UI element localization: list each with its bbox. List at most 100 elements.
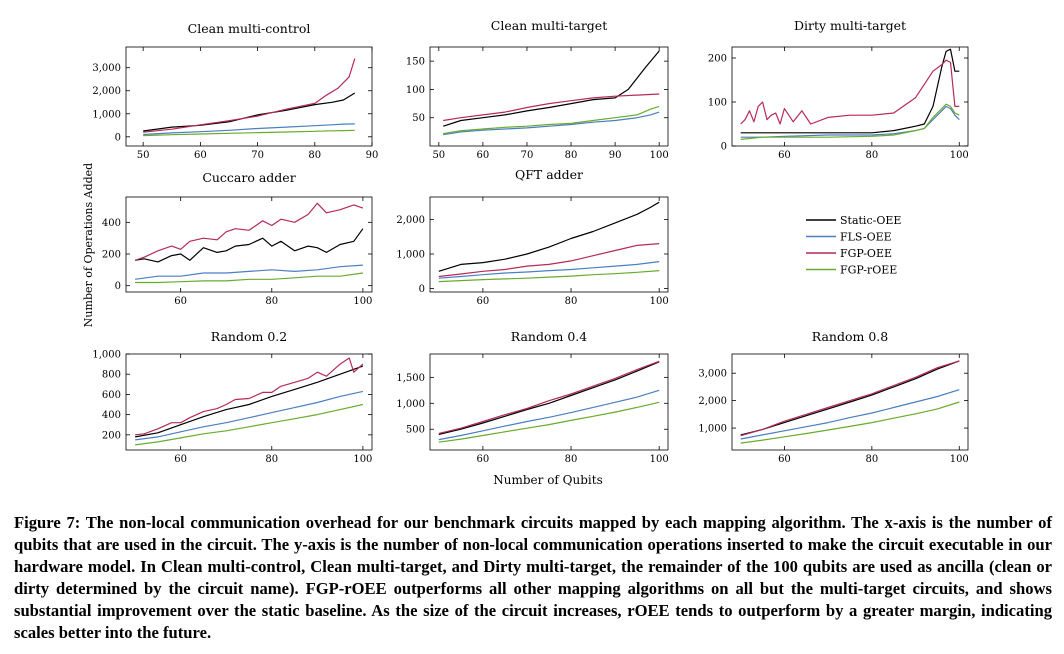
chart-clean-multi-target: Clean multi-target 50 60 70 80 90 100 50 100 150	[406, 18, 669, 161]
x-tick-label: 80	[565, 454, 578, 465]
x-tick-label: 80	[565, 150, 578, 161]
chart-dirty-multi-target: Dirty multi-target 60 80 100 0 100 200	[708, 18, 969, 161]
chart-clean-multi-control: Clean multi-control 50 60 70 80 90 0 1,000 2,000…	[92, 21, 378, 161]
x-axis-label: Number of Qubits	[493, 473, 603, 487]
y-tick-label: 2,000	[698, 396, 727, 407]
y-tick-label: 0	[115, 132, 121, 143]
plot-frame	[429, 196, 669, 293]
x-tick-label: 50	[432, 150, 445, 161]
x-tick-label: 100	[950, 150, 969, 161]
x-tick-label: 60	[778, 454, 791, 465]
series-line-fgp-oee	[443, 93, 660, 122]
x-tick-label: 80	[265, 454, 278, 465]
legend-label: FGP-OEE	[840, 247, 892, 260]
chart-panels: Clean multi-control 50 60 70 80 90 0 1,000 2,000…	[92, 18, 968, 465]
x-tick-label: 100	[650, 150, 669, 161]
plot-frame	[429, 353, 669, 451]
y-tick-label: 1,500	[396, 373, 425, 384]
x-tick-label: 70	[251, 150, 264, 161]
figure-caption: Figure 7: The non-local communication ov…	[14, 513, 1052, 642]
series-line-static-oee	[438, 201, 660, 272]
legend-item-fgp-oee: FGP-OEE	[806, 247, 892, 260]
x-tick-label: 60	[477, 296, 490, 307]
chart-random-0-2: Random 0.2 60 80 100 200 400 600 800 1,000	[92, 329, 372, 465]
plot-frame	[125, 196, 373, 293]
series-line-fls-oee	[443, 111, 660, 136]
y-tick-label: 0	[115, 281, 121, 292]
chart-cuccaro-adder: Cuccaro adder 60 80 100 0 200 400	[102, 170, 373, 307]
series-line-fgp-roee	[135, 272, 363, 284]
y-tick-label: 3,000	[92, 63, 121, 74]
series-line-fgp-oee	[438, 360, 660, 434]
series-line-static-oee	[134, 365, 364, 438]
x-tick-label: 80	[308, 150, 321, 161]
y-tick-label: 1,000	[698, 424, 727, 435]
series-line-fgp-oee	[740, 360, 960, 437]
chart-title: Clean multi-control	[188, 21, 311, 36]
y-tick-label: 2,000	[396, 215, 425, 226]
y-tick-label: 2,000	[92, 86, 121, 97]
x-tick-label: 60	[477, 150, 490, 161]
series-line-static-oee	[438, 361, 660, 435]
chart-title: Clean multi-target	[491, 18, 607, 33]
x-tick-label: 50	[137, 150, 150, 161]
series-line-fgp-oee	[438, 243, 660, 278]
x-tick-label: 100	[650, 296, 669, 307]
legend-label: FGP-rOEE	[840, 264, 897, 277]
y-tick-label: 150	[406, 57, 425, 68]
y-tick-label: 1,000	[396, 250, 425, 261]
legend-label: FLS-OEE	[840, 231, 892, 244]
y-tick-label: 1,000	[92, 109, 121, 120]
y-tick-label: 200	[102, 250, 121, 261]
chart-random-0-8: Random 0.8 60 80 100 1,000 2,000 3,000	[698, 329, 968, 465]
series-line-fgp-roee	[438, 270, 660, 283]
series-line-fls-oee	[438, 389, 660, 441]
y-tick-label: 200	[708, 54, 727, 65]
x-tick-label: 90	[609, 150, 622, 161]
x-tick-label: 90	[366, 150, 379, 161]
x-tick-label: 70	[521, 150, 534, 161]
x-tick-label: 80	[265, 296, 278, 307]
chart-title: Random 0.8	[812, 329, 888, 344]
series-line-fls-oee	[135, 390, 364, 441]
x-tick-label: 60	[174, 296, 187, 307]
figure-panel-grid: Number of Operations Added Number of Qub…	[82, 18, 969, 487]
x-tick-label: 100	[650, 454, 669, 465]
chart-title: Random 0.4	[511, 329, 587, 344]
plot-frame	[125, 353, 373, 451]
x-tick-label: 100	[353, 296, 372, 307]
series-line-fgp-roee	[143, 129, 355, 137]
series-line-fgp-oee	[143, 58, 356, 133]
y-tick-label: 400	[102, 410, 121, 421]
y-tick-label: 600	[102, 390, 121, 401]
legend: Static-OEE FLS-OEE FGP-OEE FGP-rOEE	[806, 214, 901, 277]
y-tick-label: 50	[412, 113, 425, 124]
series-line-static-oee	[740, 48, 960, 134]
x-tick-label: 80	[565, 296, 578, 307]
chart-title: QFT adder	[515, 167, 583, 182]
y-tick-label: 3,000	[698, 369, 727, 380]
legend-label: Static-OEE	[840, 214, 901, 227]
series-line-fgp-oee	[134, 202, 364, 261]
series-line-fgp-oee	[135, 357, 364, 436]
series-line-fgp-roee	[740, 103, 960, 140]
series-line-fls-oee	[135, 264, 363, 280]
y-axis-label: Number of Operations Added	[82, 163, 95, 327]
y-tick-label: 500	[406, 425, 425, 436]
x-tick-label: 80	[865, 150, 878, 161]
series-line-static-oee	[135, 228, 364, 263]
series-line-fgp-oee	[740, 59, 960, 125]
y-tick-label: 1,000	[396, 399, 425, 410]
y-tick-label: 0	[721, 142, 727, 153]
x-tick-label: 80	[865, 454, 878, 465]
x-tick-label: 60	[477, 454, 490, 465]
series-line-fls-oee	[740, 389, 960, 440]
series-line-static-oee	[740, 360, 960, 436]
series-line-fls-oee	[143, 123, 355, 136]
y-tick-label: 800	[102, 370, 121, 381]
y-tick-label: 200	[102, 430, 121, 441]
plot-frame	[731, 46, 969, 147]
chart-title: Random 0.2	[211, 329, 287, 344]
y-tick-label: 100	[708, 98, 727, 109]
x-tick-label: 100	[950, 454, 969, 465]
